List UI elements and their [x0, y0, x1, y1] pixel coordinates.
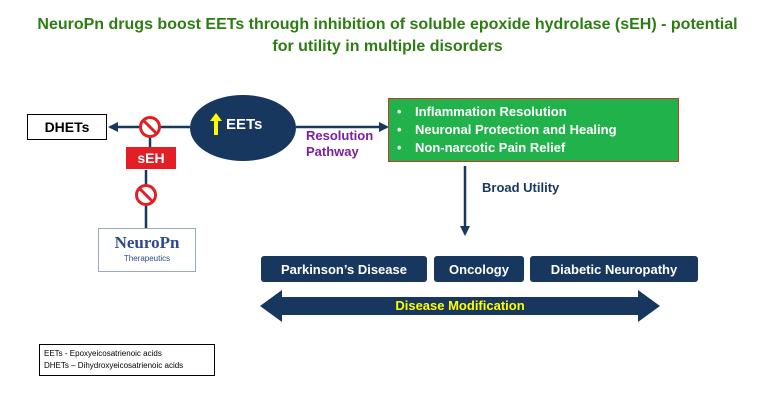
- benefits-box: Inflammation Resolution Neuronal Protect…: [388, 98, 679, 162]
- resolution-line-1: Resolution: [306, 128, 374, 143]
- eets-ellipse: [190, 95, 296, 161]
- up-arrow-icon: [210, 113, 222, 135]
- resolution-pathway-label: Resolution Pathway: [306, 128, 373, 160]
- abbreviation-legend: EETs - Epoxyeicosatrienoic acids DHETs –…: [39, 344, 215, 376]
- broad-utility-label: Broad Utility: [482, 180, 560, 195]
- dhets-box: DHETs: [27, 114, 107, 140]
- legend-item: EETs - Epoxyeicosatrienoic acids: [44, 349, 162, 358]
- seh-box: sEH: [126, 147, 176, 169]
- disease-box-diabetic-neuropathy: Diabetic Neuropathy: [530, 256, 698, 282]
- benefit-item: Non-narcotic Pain Relief: [397, 139, 678, 157]
- benefit-item: Neuronal Protection and Healing: [397, 121, 678, 139]
- title-line-2: for utility in multiple disorders: [272, 38, 503, 55]
- logo-subtitle: Therapeutics: [123, 254, 171, 263]
- disease-box-oncology: Oncology: [434, 256, 524, 282]
- no-symbol-icon: [139, 116, 161, 138]
- disease-modification-arrow: [260, 290, 660, 322]
- legend-item: DHETs – Dihydroxyeicosatrienoic acids: [44, 361, 184, 370]
- no-symbol-icon: [135, 184, 157, 206]
- title-line-1: NeuroPn drugs boost EETs through inhibit…: [37, 16, 738, 33]
- resolution-line-2: Pathway: [306, 144, 359, 159]
- eets-label-group: EETs: [210, 113, 262, 135]
- eets-label: EETs: [226, 115, 263, 133]
- benefit-item: Inflammation Resolution: [397, 103, 678, 121]
- logo-name-part2: Pn: [159, 233, 180, 252]
- disease-box-parkinsons: Parkinson’s Disease: [261, 256, 427, 282]
- page-title: NeuroPn drugs boost EETs through inhibit…: [0, 14, 775, 58]
- disease-modification-label: Disease Modification: [395, 298, 525, 313]
- logo-name: NeuroPn: [99, 232, 195, 254]
- logo-name-part1: Neuro: [114, 233, 160, 252]
- neuropn-logo: NeuroPn Therapeutics: [98, 228, 196, 272]
